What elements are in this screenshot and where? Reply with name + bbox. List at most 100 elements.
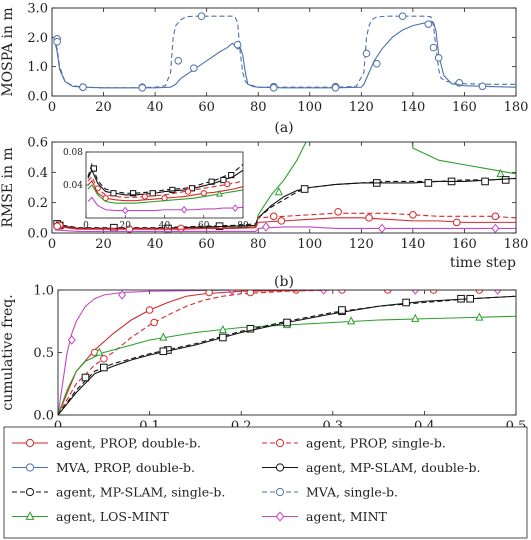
panel-c-point-mp-slam-double-4: [338, 306, 346, 314]
x-tick-label: 180: [504, 100, 529, 115]
legend-item-mva-single: MVA, single-b.: [262, 485, 398, 500]
panel-c-line-prop-single: [58, 290, 516, 415]
panel-a-point-mva-double-8: [362, 49, 371, 58]
legend-label: agent, LOS-MINT: [56, 509, 169, 524]
panel-b-series-prop-double: [53, 214, 516, 233]
inset-point-los-mint-0: [216, 189, 223, 197]
legend: agent, PROP, double-b. agent, PROP, singl…: [3, 426, 528, 539]
panel-a-point-mva-double-1: [79, 83, 87, 91]
y-tick-label: 1.0: [33, 284, 54, 299]
panel-c-point-los-mint-5: [411, 313, 420, 322]
inset-line-mint: [87, 196, 243, 212]
panel-c-series-los-mint: [58, 312, 516, 415]
inset-point-prop-single-3: [224, 181, 231, 188]
panel-b-point-prop-double-4: [452, 218, 461, 227]
y-tick-label: 0.0: [27, 90, 48, 105]
legend-marker: [25, 511, 35, 520]
inset-point-mint-2: [231, 204, 239, 213]
panel-c-series-mp-slam-double: [58, 294, 516, 415]
plot-frame-b: [51, 141, 517, 234]
legend-item-mint: agent, MINT: [262, 509, 388, 524]
legend-marker: [25, 487, 35, 497]
y-tick-label: 0.2: [27, 196, 48, 211]
inset-point-mp-slam-double-2: [188, 185, 196, 192]
panel-c-line-mp-slam-single: [58, 295, 516, 415]
panel-a-point-mva-double-0: [53, 37, 61, 46]
panel-c-series-mp-slam-single: [58, 294, 516, 415]
inset-background: [86, 152, 243, 218]
inset-point-mint-1: [180, 205, 188, 214]
panel-c-point-mp-slam-double-0: [100, 363, 108, 372]
panel-b-point-mp-slam-double-4: [481, 177, 489, 186]
legend-marker: [275, 487, 285, 497]
panel-c-point-mint-3: [319, 290, 328, 295]
x-tick-label: 140: [400, 100, 425, 115]
y-tick-label: 0.0: [27, 227, 48, 242]
inset-line-prop-single: [87, 175, 243, 198]
panel-a-point-mva-double-4: [189, 64, 198, 72]
panel-b-line-prop-double: [54, 217, 516, 230]
panel-c-point-mint-1: [118, 290, 127, 300]
y-axis-label-a: MOSPA in m: [0, 7, 16, 96]
y-tick-label: 0.0: [33, 409, 54, 424]
legend-label: agent, MP-SLAM, double-b.: [306, 460, 480, 475]
legend-marker: [275, 438, 285, 448]
legend-marker: [275, 511, 285, 522]
panel-c-point-mint-4: [411, 290, 420, 295]
y-tick-label: 0.5: [33, 346, 54, 361]
x-tick-label: 100: [297, 237, 322, 252]
inset-point-prop-double-2: [200, 190, 207, 197]
panel-b-series-prop-single: [54, 207, 516, 233]
inset-x-tick-label: 80: [237, 221, 249, 231]
panel-c-point-prop-single-1: [150, 318, 158, 327]
inset-line-los-mint: [87, 184, 243, 204]
panel-a-point-mva-single-3: [197, 12, 206, 21]
panel-b-point-mp-slam-double-3: [424, 179, 433, 187]
panel-c-point-prop-single-2: [246, 290, 255, 297]
panel-a-point-mva-double-2: [138, 83, 147, 92]
panel-b-point-mint-1: [378, 223, 386, 233]
legend-marker: [25, 438, 35, 448]
panel-a-point-mva-double-3: [174, 57, 183, 65]
panel-a-point-mva-double-7: [331, 83, 340, 92]
panel-c-point-mp-slam-single-2: [246, 324, 255, 333]
panel-c-point-mp-slam-double-6: [466, 294, 474, 303]
panel-a-point-mva-double-5: [233, 40, 242, 49]
inset-point-prop-single-1: [141, 193, 148, 200]
legend-item-mp-slam-single: agent, MP-SLAM, single-b.: [12, 485, 225, 500]
legend-label: agent, PROP, single-b.: [306, 436, 446, 451]
inset-x-tick-label: 20: [120, 221, 132, 231]
legend-label: agent, MP-SLAM, single-b.: [56, 485, 225, 500]
panel-c-series-mint: [58, 290, 516, 415]
panel-c-point-prop-double-2: [205, 290, 213, 297]
panel-a-point-mva-double-10: [424, 20, 433, 28]
panel-b-point-mint-0: [262, 222, 270, 232]
legend-label: MVA, PROP, double-b.: [56, 460, 195, 475]
inset-point-mp-slam-double-3: [220, 176, 227, 184]
x-tick-label: 20: [95, 237, 112, 252]
panel-a-point-mva-double-11: [429, 43, 438, 52]
x-tick-label: 80: [250, 100, 267, 115]
legend-item-mp-slam-double: agent, MP-SLAM, double-b.: [262, 460, 480, 475]
panel-b-point-mp-slam-single-1: [110, 223, 118, 232]
x-tick-label: 180: [504, 237, 529, 252]
x-tick-label: 80: [250, 237, 267, 252]
panel-a-point-mva-double-12: [434, 54, 443, 62]
panel-a: 0 20 40 60 80 100 120 140 160 180 0.0 1.0 2.0 3.0 MOSP…: [0, 2, 528, 137]
legend-item-prop-single: agent, PROP, single-b.: [262, 436, 446, 451]
x-tick-label: 60: [198, 237, 215, 252]
panel-b-point-prop-double-1: [125, 225, 134, 233]
x-axis-label-b: time step: [450, 255, 516, 271]
panel-c-point-prop-double-1: [145, 306, 154, 314]
legend-item-los-mint: agent, LOS-MINT: [12, 509, 169, 524]
plot-frame-c: [57, 289, 517, 416]
panel-c-point-los-mint-2: [218, 324, 227, 334]
panel-c-point-los-mint-1: [159, 332, 168, 341]
inset-y-tick-label: 0.04: [63, 181, 83, 191]
panel-b-point-los-mint-1: [496, 168, 505, 177]
panel-c-point-prop-single-0: [100, 354, 108, 363]
x-tick-label: 140: [400, 237, 425, 252]
panel-b-point-los-mint-0: [274, 186, 283, 196]
panel-c-point-mp-slam-double-1: [159, 347, 168, 356]
panel-a-line-mva-single: [54, 15, 516, 89]
